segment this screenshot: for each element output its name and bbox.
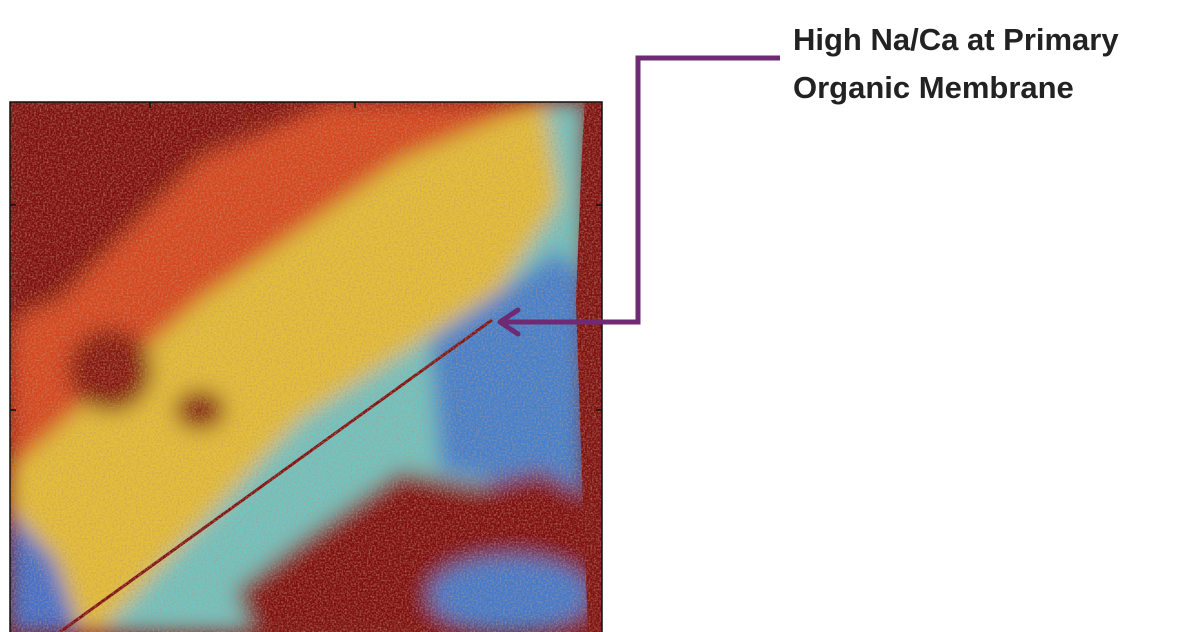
annotation-line: High Na/Ca at Primary (793, 22, 1119, 58)
heatmap-image (10, 102, 602, 632)
page: High Na/Ca at Primary Organic Membrane (0, 0, 1185, 632)
annotation-line: Organic Membrane (793, 70, 1074, 106)
